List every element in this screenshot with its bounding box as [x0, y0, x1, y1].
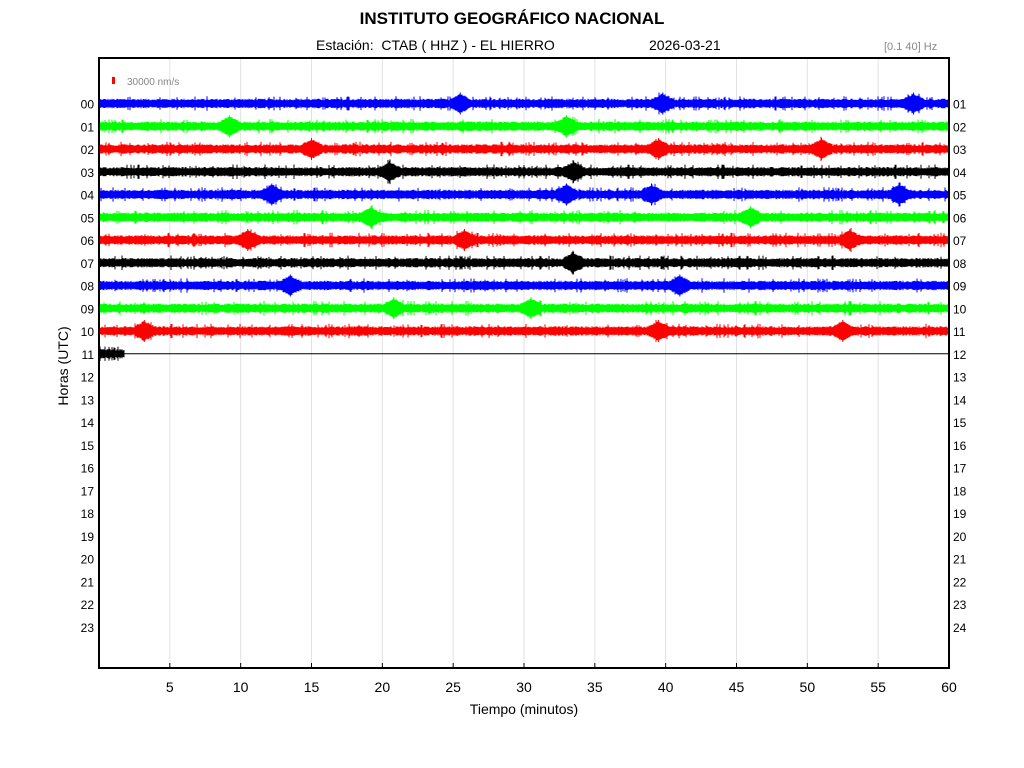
right-hour-label: 07 [953, 234, 967, 248]
x-tick-label: 60 [941, 679, 957, 695]
left-hour-label: 07 [81, 257, 95, 271]
page-title: INSTITUTO GEOGRÁFICO NACIONAL [359, 9, 665, 28]
left-hour-label: 08 [81, 280, 95, 294]
right-hour-label: 13 [953, 371, 967, 385]
left-hour-label: 09 [81, 302, 95, 316]
right-hour-label: 19 [953, 507, 967, 521]
right-hour-label: 17 [953, 462, 967, 476]
right-hour-label: 04 [953, 166, 967, 180]
left-hour-label: 02 [81, 143, 95, 157]
x-axis-ticks: 5 10 15 20 25 30 35 40 45 50 55 60 [166, 663, 957, 695]
x-tick-label: 25 [445, 679, 461, 695]
left-hour-label: 17 [81, 484, 95, 498]
right-hour-label: 18 [953, 484, 967, 498]
left-hour-label: 18 [81, 507, 95, 521]
right-hour-labels: 01 02 03 04 05 06 07 08 09 10 11 12 13 14 15 16 17 18 19 20… [953, 98, 967, 635]
right-hour-label: 05 [953, 189, 967, 203]
x-tick-label: 55 [870, 679, 886, 695]
right-hour-label: 11 [953, 325, 966, 339]
x-tick-label: 50 [800, 679, 816, 695]
left-hour-label: 14 [81, 416, 95, 430]
left-hour-label: 23 [81, 621, 95, 635]
right-hour-label: 03 [953, 143, 967, 157]
station-label: Estación: CTAB ( HHZ ) - EL HIERRO [316, 37, 555, 53]
left-hour-label: 15 [81, 439, 95, 453]
right-hour-label: 06 [953, 211, 967, 225]
left-hour-label: 11 [82, 348, 95, 362]
right-hour-label: 12 [953, 348, 967, 362]
left-hour-label: 16 [81, 462, 95, 476]
left-hour-label: 20 [81, 553, 95, 567]
seismic-trace [98, 346, 125, 361]
scale-bar-label: 30000 nm/s [127, 77, 179, 88]
y-axis-label: Horas (UTC) [55, 326, 71, 405]
right-hour-label: 15 [953, 416, 967, 430]
scale-bar [112, 77, 115, 84]
left-hour-label: 10 [81, 325, 95, 339]
right-hour-label: 10 [953, 302, 967, 316]
left-hour-label: 04 [81, 189, 95, 203]
left-hour-label: 05 [81, 211, 95, 225]
right-hour-label: 02 [953, 120, 967, 134]
x-tick-label: 10 [233, 679, 249, 695]
right-hour-label: 24 [953, 621, 967, 635]
left-hour-label: 01 [81, 120, 95, 134]
left-hour-label: 19 [81, 530, 95, 544]
left-hour-labels: 00 01 02 03 04 05 06 07 08 09 10 11 12 13 14 15 16 17 18 19… [81, 98, 95, 635]
x-axis-label: Tiempo (minutos) [470, 701, 578, 717]
x-tick-label: 35 [587, 679, 603, 695]
x-tick-label: 15 [304, 679, 320, 695]
x-tick-label: 45 [729, 679, 745, 695]
right-hour-label: 01 [953, 98, 967, 112]
right-hour-label: 14 [953, 393, 967, 407]
right-hour-label: 22 [953, 575, 967, 589]
right-hour-label: 16 [953, 439, 967, 453]
x-tick-label: 20 [375, 679, 391, 695]
x-tick-label: 5 [166, 679, 174, 695]
right-hour-label: 09 [953, 280, 967, 294]
x-tick-label: 30 [516, 679, 532, 695]
right-hour-label: 21 [953, 553, 967, 567]
right-hour-label: 23 [953, 598, 967, 612]
date-label: 2026-03-21 [649, 37, 721, 53]
x-tick-label: 40 [658, 679, 674, 695]
left-hour-label: 22 [81, 598, 95, 612]
left-hour-label: 06 [81, 234, 95, 248]
left-hour-label: 00 [81, 98, 95, 112]
left-hour-label: 03 [81, 166, 95, 180]
right-hour-label: 08 [953, 257, 967, 271]
filter-label: [0.1 40] Hz [884, 41, 938, 53]
right-hour-label: 20 [953, 530, 967, 544]
left-hour-label: 12 [81, 371, 95, 385]
grid-lines [169, 58, 879, 668]
left-hour-label: 13 [81, 393, 95, 407]
left-hour-label: 21 [81, 575, 95, 589]
